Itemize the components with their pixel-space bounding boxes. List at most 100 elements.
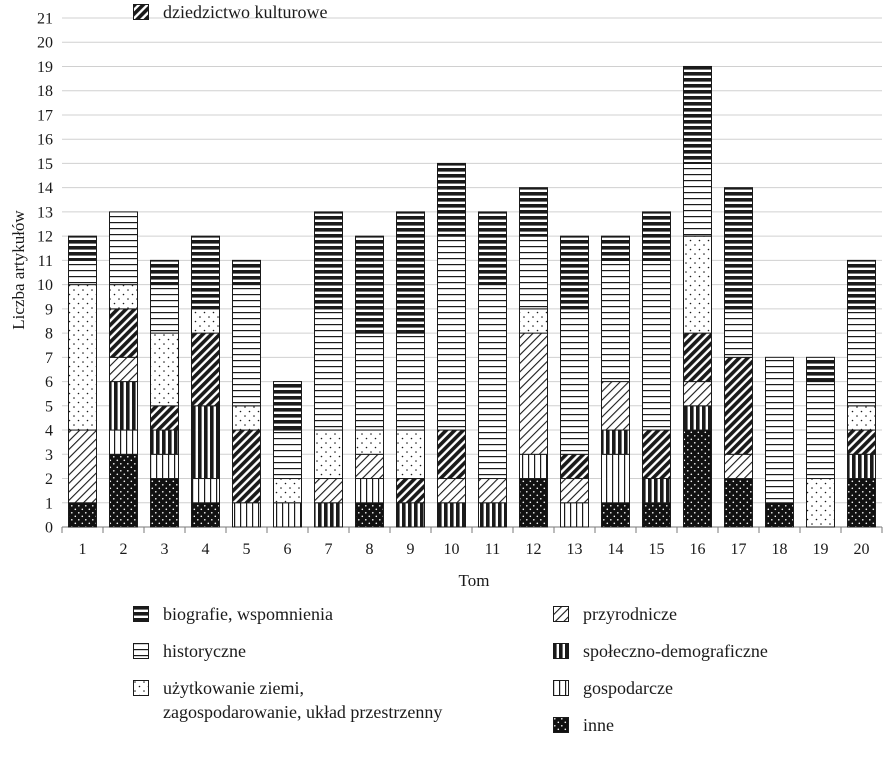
bar-segment-diagonal-light-tom-16 xyxy=(683,381,712,407)
bar-segment-dots-dark-tom-4 xyxy=(191,502,220,528)
y-tick-label: 2 xyxy=(45,471,53,488)
bar-segment-dots-light-tom-6 xyxy=(273,478,302,504)
bar-segment-vertical-dark-tom-7 xyxy=(314,502,343,528)
bar-segment-horizontal-dark-tom-13 xyxy=(560,235,589,310)
bar-segment-dots-light-tom-20 xyxy=(847,405,876,431)
bar-segment-dots-dark-tom-8 xyxy=(355,502,384,528)
x-tick-label: 12 xyxy=(526,541,542,558)
bar-segment-vertical-dark-tom-2 xyxy=(109,381,138,431)
x-tick-label: 20 xyxy=(854,541,870,558)
bar-segment-horizontal-light-tom-6 xyxy=(273,429,302,480)
bar-segment-horizontal-dark-tom-20 xyxy=(847,259,876,310)
bar-segment-vertical-dark-tom-3 xyxy=(150,429,179,455)
bar-segment-diagonal-dark-tom-17 xyxy=(724,356,753,455)
bar-segment-horizontal-light-tom-12 xyxy=(519,235,548,310)
x-tick-label: 9 xyxy=(407,541,415,558)
bar-segment-diagonal-dark-tom-2 xyxy=(109,308,138,358)
bar-segment-vertical-dark-tom-9 xyxy=(396,502,425,528)
x-tick-label: 14 xyxy=(608,541,624,558)
bar-segment-diagonal-dark-tom-3 xyxy=(150,405,179,431)
x-tick-label: 7 xyxy=(325,541,333,558)
bar-segment-diagonal-dark-tom-5 xyxy=(232,429,261,504)
bar-segment-dots-light-tom-1 xyxy=(68,284,97,431)
x-tick-label: 18 xyxy=(772,541,788,558)
bars xyxy=(68,65,876,528)
y-tick-label: 20 xyxy=(37,35,53,52)
bar-segment-horizontal-dark-tom-7 xyxy=(314,211,343,310)
bar-segment-horizontal-light-tom-18 xyxy=(765,356,794,504)
bar-segment-vertical-light-tom-2 xyxy=(109,429,138,455)
bar-segment-diagonal-dark-tom-13 xyxy=(560,453,589,480)
x-tick-label: 13 xyxy=(567,541,583,558)
bar-segment-dots-light-tom-8 xyxy=(355,429,384,455)
x-axis-label: Tom xyxy=(459,571,490,590)
bar-segment-horizontal-dark-tom-4 xyxy=(191,235,220,310)
bar-segment-diagonal-light-tom-11 xyxy=(478,478,507,504)
bar-segment-vertical-dark-tom-11 xyxy=(478,502,507,528)
bar-segment-horizontal-light-tom-19 xyxy=(806,381,835,480)
bar-segment-horizontal-light-tom-7 xyxy=(314,308,343,431)
x-tick-label: 15 xyxy=(649,541,665,558)
y-tick-label: 16 xyxy=(37,132,53,149)
bar-segment-horizontal-dark-tom-1 xyxy=(68,235,97,261)
bar-segment-horizontal-light-tom-10 xyxy=(437,235,466,431)
y-tick-label: 10 xyxy=(37,277,53,294)
x-tick-label: 2 xyxy=(120,541,128,558)
bar-segment-vertical-light-tom-6 xyxy=(273,502,302,528)
bar-segment-dots-light-tom-3 xyxy=(150,332,179,407)
bar-segment-horizontal-light-tom-15 xyxy=(642,259,671,431)
bar-segment-vertical-dark-tom-20 xyxy=(847,453,876,480)
bar-segment-diagonal-light-tom-12 xyxy=(519,332,548,455)
bar-segment-dots-dark-tom-12 xyxy=(519,478,548,528)
bar-segment-diagonal-light-tom-10 xyxy=(437,478,466,504)
y-tick-label: 6 xyxy=(45,374,53,391)
bar-segment-dots-dark-tom-15 xyxy=(642,502,671,528)
bar-segment-diagonal-dark-tom-15 xyxy=(642,429,671,480)
x-tick-label: 6 xyxy=(284,541,292,558)
bar-segment-horizontal-light-tom-20 xyxy=(847,308,876,407)
bar-segment-vertical-light-tom-13 xyxy=(560,502,589,528)
bar-segment-dots-light-tom-7 xyxy=(314,429,343,480)
bar-segment-diagonal-dark-tom-4 xyxy=(191,332,220,407)
x-tick-label: 19 xyxy=(813,541,829,558)
bar-segment-dots-light-tom-19 xyxy=(806,478,835,528)
bar-segment-vertical-light-tom-14 xyxy=(601,453,630,504)
bar-segment-dots-light-tom-2 xyxy=(109,284,138,310)
bar-segment-vertical-light-tom-8 xyxy=(355,478,384,504)
bar-segment-horizontal-dark-tom-10 xyxy=(437,162,466,237)
bar-segment-diagonal-light-tom-17 xyxy=(724,453,753,480)
bar-segment-vertical-light-tom-12 xyxy=(519,453,548,480)
y-tick-label: 12 xyxy=(37,229,53,246)
bar-segment-horizontal-dark-tom-5 xyxy=(232,259,261,286)
bar-segment-vertical-dark-tom-10 xyxy=(437,502,466,528)
x-tick-label: 4 xyxy=(202,541,210,558)
bar-segment-horizontal-dark-tom-15 xyxy=(642,211,671,261)
bar-segment-diagonal-light-tom-8 xyxy=(355,453,384,480)
bar-segment-diagonal-dark-tom-20 xyxy=(847,429,876,455)
y-tick-label: 18 xyxy=(37,83,53,100)
y-tick-label: 7 xyxy=(45,350,53,367)
bar-segment-diagonal-light-tom-14 xyxy=(601,381,630,431)
bar-segment-dots-dark-tom-17 xyxy=(724,478,753,528)
bar-segment-horizontal-dark-tom-9 xyxy=(396,211,425,334)
bar-segment-dots-light-tom-9 xyxy=(396,429,425,480)
bar-segment-diagonal-light-tom-1 xyxy=(68,429,97,504)
y-tick-label: 19 xyxy=(37,59,53,76)
bar-segment-horizontal-light-tom-8 xyxy=(355,332,384,431)
bar-segment-diagonal-dark-tom-9 xyxy=(396,478,425,504)
bar-segment-dots-light-tom-16 xyxy=(683,235,712,334)
bar-segment-horizontal-dark-tom-11 xyxy=(478,211,507,286)
y-tick-label: 21 xyxy=(37,11,53,28)
y-tick-label: 13 xyxy=(37,204,53,221)
x-tick-label: 10 xyxy=(444,541,460,558)
y-tick-label: 15 xyxy=(37,156,53,173)
bar-segment-dots-light-tom-4 xyxy=(191,308,220,334)
x-tick-label: 8 xyxy=(366,541,374,558)
bar-segment-diagonal-dark-tom-16 xyxy=(683,332,712,383)
bar-segment-horizontal-dark-tom-17 xyxy=(724,187,753,310)
bar-segment-horizontal-light-tom-11 xyxy=(478,284,507,480)
x-tick-label: 5 xyxy=(243,541,251,558)
bar-segment-horizontal-light-tom-5 xyxy=(232,284,261,407)
